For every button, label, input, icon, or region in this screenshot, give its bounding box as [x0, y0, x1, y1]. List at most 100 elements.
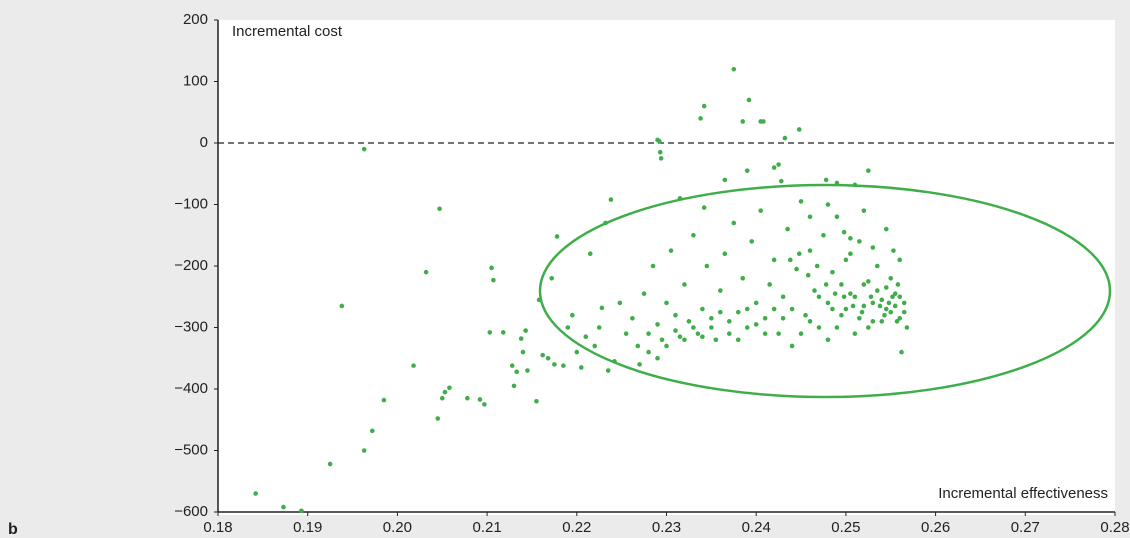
- point: [536, 297, 542, 303]
- point: [870, 300, 876, 306]
- point: [691, 325, 696, 330]
- point: [583, 334, 589, 340]
- point: [796, 251, 802, 256]
- point: [518, 336, 524, 341]
- point: [437, 206, 442, 212]
- point: [882, 312, 887, 318]
- point: [369, 428, 375, 434]
- y-axis-label: Incremental cost: [232, 23, 343, 40]
- point: [658, 156, 664, 161]
- point: [700, 334, 705, 340]
- point: [897, 257, 903, 263]
- point: [608, 197, 614, 202]
- point: [834, 180, 840, 186]
- point: [861, 303, 867, 309]
- point: [762, 331, 768, 336]
- point: [870, 319, 876, 324]
- point: [832, 291, 838, 296]
- point: [883, 306, 889, 312]
- x-tick-label: 0.21: [472, 519, 501, 536]
- point: [525, 368, 530, 373]
- point: [890, 294, 895, 300]
- point: [465, 395, 470, 401]
- point: [839, 312, 844, 318]
- point: [423, 269, 429, 275]
- point: [718, 288, 723, 293]
- point: [500, 330, 506, 335]
- point: [722, 177, 728, 183]
- x-tick-label: 0.19: [293, 519, 322, 536]
- point: [794, 266, 799, 272]
- point: [514, 369, 520, 375]
- point: [901, 300, 907, 306]
- point: [655, 355, 660, 361]
- point: [771, 165, 777, 170]
- point: [655, 322, 660, 327]
- point: [758, 208, 763, 213]
- point: [701, 103, 707, 109]
- point: [299, 508, 304, 514]
- x-tick-label: 0.27: [1011, 519, 1040, 536]
- point: [744, 325, 750, 330]
- point: [891, 248, 896, 253]
- point: [630, 315, 635, 321]
- point: [787, 257, 793, 263]
- point: [807, 248, 813, 253]
- point: [574, 349, 580, 355]
- point: [746, 97, 752, 103]
- point: [677, 334, 683, 340]
- point: [861, 282, 867, 287]
- y-tick-label: −400: [174, 380, 208, 397]
- point: [753, 322, 759, 327]
- point: [477, 397, 483, 402]
- x-tick-label: 0.28: [1100, 519, 1129, 536]
- point: [771, 257, 777, 263]
- point: [749, 239, 755, 244]
- point: [814, 263, 820, 269]
- y-tick-label: 0: [200, 134, 208, 151]
- point: [698, 116, 703, 121]
- point: [700, 306, 705, 312]
- point: [897, 294, 903, 300]
- point: [812, 288, 817, 293]
- point: [852, 182, 858, 188]
- point: [709, 315, 714, 321]
- point: [767, 282, 772, 287]
- point: [704, 263, 710, 269]
- point: [664, 300, 669, 306]
- point: [886, 300, 892, 306]
- point: [888, 309, 894, 315]
- plot-area: [218, 20, 1115, 515]
- point: [361, 448, 367, 453]
- point: [612, 359, 617, 364]
- point: [489, 265, 494, 271]
- point: [816, 325, 822, 330]
- point: [839, 282, 844, 287]
- point: [892, 303, 898, 309]
- point: [883, 285, 889, 290]
- x-tick-label: 0.24: [742, 519, 771, 536]
- point: [901, 309, 907, 315]
- point: [726, 331, 732, 336]
- point: [899, 349, 904, 355]
- point: [731, 66, 737, 72]
- point: [874, 263, 880, 269]
- point: [673, 328, 678, 333]
- point: [852, 331, 858, 336]
- point: [520, 349, 526, 355]
- point: [691, 232, 696, 238]
- point: [762, 315, 768, 321]
- point: [744, 168, 750, 173]
- point: [879, 297, 885, 303]
- point: [682, 337, 687, 343]
- point: [411, 363, 416, 368]
- point: [843, 257, 849, 263]
- point: [578, 365, 584, 370]
- point: [834, 325, 840, 330]
- point: [830, 269, 835, 275]
- x-axis-label: Incremental effectiveness: [938, 485, 1108, 502]
- point: [823, 177, 829, 183]
- point: [605, 368, 611, 373]
- point: [825, 300, 831, 306]
- point: [803, 312, 808, 318]
